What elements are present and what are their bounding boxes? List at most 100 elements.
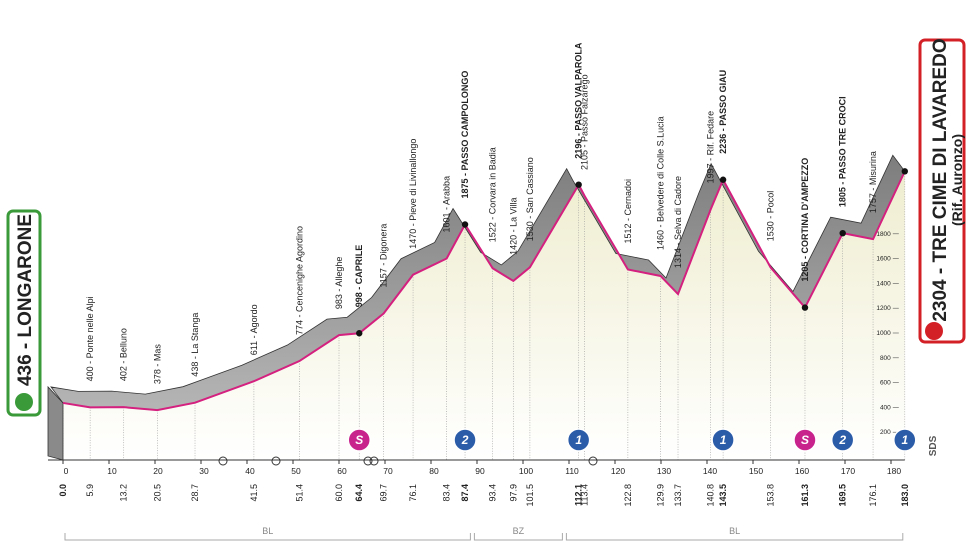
summit-dot <box>575 181 582 188</box>
y-tick-label: 1400 <box>876 280 891 287</box>
km-label: 69.7 <box>379 484 389 502</box>
waypoint-label: 1512 - Cernadoi <box>623 179 633 244</box>
x-tick-label: 40 <box>245 466 255 476</box>
x-tick-label: 120 <box>611 466 625 476</box>
waypoint-label: 1470 - Pieve di Livinallongo <box>408 139 418 249</box>
summit-dot <box>719 176 727 183</box>
sprint-icon <box>218 456 228 466</box>
summit-dot <box>901 168 908 175</box>
km-label: 133.7 <box>673 484 683 507</box>
climb-marker-label: 1 <box>901 433 908 447</box>
x-tick-label: 20 <box>153 466 163 476</box>
waypoint-label: 983 - Alleghe <box>334 257 344 310</box>
climb-marker-label: 2 <box>461 433 469 447</box>
sprint-icon <box>363 456 373 466</box>
x-tick-label: 140 <box>703 466 717 476</box>
finish-icon <box>925 322 943 340</box>
km-label: 183.0 <box>900 484 910 507</box>
logo: SDS <box>928 435 939 456</box>
waypoint-label: 1314 - Selva di Cadore <box>673 176 683 268</box>
y-tick-label: 400 <box>880 404 891 411</box>
climb-marker <box>453 428 477 452</box>
km-label: 113.4 <box>580 484 590 506</box>
km-label: 153.8 <box>765 484 775 507</box>
km-label: 169.5 <box>838 484 848 507</box>
x-tick-label: 50 <box>291 466 301 476</box>
km-label: 76.1 <box>408 484 418 502</box>
summit-dot <box>801 304 809 311</box>
x-tick-label: 0 <box>64 466 69 476</box>
finish-note: (Rif. Auronzo) <box>949 134 965 226</box>
climb-marker-label: 1 <box>720 433 727 447</box>
x-tick-label: 60 <box>337 466 347 476</box>
km-label: 20.5 <box>152 484 162 502</box>
x-tick-label: 100 <box>519 466 533 476</box>
waypoint-label: 378 - Mas <box>152 344 162 385</box>
waypoint-label: 1420 - La Villa <box>508 198 518 255</box>
km-label: 87.4 <box>460 484 470 502</box>
start-box <box>6 209 42 417</box>
start-label: 436 - LONGARONE <box>15 214 36 386</box>
waypoint-label: 402 - Belluno <box>119 328 129 381</box>
area-layer <box>63 171 905 460</box>
waypoint-label: 1522 - Corvara in Badia <box>488 147 498 242</box>
region-label: BL <box>262 526 273 536</box>
climb-marker <box>830 428 855 452</box>
waypoint-label: 1530 - San Cassiano <box>525 157 535 241</box>
y-tick-label: 600 <box>880 380 891 387</box>
km-label: 0.0 <box>58 484 68 497</box>
sprint-icon <box>588 456 598 466</box>
km-label: 41.5 <box>249 484 259 502</box>
x-tick-label: 160 <box>795 466 809 476</box>
summit-dot <box>356 330 363 337</box>
km-label: 112.1 <box>574 484 584 506</box>
waypoint-label: 1530 - Pocol <box>765 191 775 242</box>
km-label: 60.0 <box>334 484 344 502</box>
waypoint-label: 1757 - Misurina <box>868 151 878 213</box>
summit-dot <box>839 229 846 237</box>
waypoint-label: 1460 - Belvedere di Colle S.Lucia <box>656 116 666 250</box>
y-tick-label: 1000 <box>876 330 891 337</box>
x-tick-label: 170 <box>841 466 855 476</box>
x-tick-label: 70 <box>383 466 393 476</box>
waypoint-label: 1805 - PASSO TRE CROCI <box>838 96 848 207</box>
x-tick-label: 180 <box>887 466 901 476</box>
km-label: 93.4 <box>488 484 498 502</box>
x-tick-label: 110 <box>565 466 579 476</box>
climb-marker <box>793 428 817 452</box>
region-label: BZ <box>513 526 525 536</box>
y-tick-label: 1200 <box>876 305 891 312</box>
sprint-icon <box>369 456 379 466</box>
waypoint-label: 774 - Cencenighe Agordino <box>294 226 304 335</box>
waypoint-label: 1875 - PASSO CAMPOLONGO <box>460 71 470 199</box>
waypoint-label: 1157 - Digonera <box>379 224 389 288</box>
km-label: 101.5 <box>525 484 535 507</box>
climb-marker <box>347 428 371 452</box>
x-tick-label: 30 <box>199 466 209 476</box>
climb-marker <box>566 428 591 452</box>
km-label: 176.1 <box>868 484 878 507</box>
climb-marker <box>893 428 917 452</box>
km-label: 140.8 <box>706 484 716 507</box>
finish-box <box>918 38 966 344</box>
x-tick-label: 130 <box>657 466 671 476</box>
climb-marker-label: S <box>355 433 363 447</box>
x-tick-label: 80 <box>429 466 439 476</box>
waypoint-label: 400 - Ponte nelle Alpi <box>85 296 95 381</box>
waypoint-label: 2236 - PASSO GIAU <box>718 70 728 154</box>
km-label: 28.7 <box>190 484 200 502</box>
climb-marker-label: 1 <box>575 433 582 447</box>
km-label: 5.9 <box>85 484 95 497</box>
km-label: 161.3 <box>800 484 810 507</box>
region-bracket <box>64 533 471 541</box>
y-tick-label: 1600 <box>876 256 891 263</box>
km-label: 64.4 <box>354 484 364 502</box>
x-tick-label: 90 <box>475 466 485 476</box>
climb-marker-label: 2 <box>838 433 846 447</box>
finish-label: 2304 - TRE CIME DI LAVAREDO <box>930 38 951 321</box>
region-label: BL <box>729 526 740 536</box>
start-icon <box>15 393 33 411</box>
waypoint-label: 1997 - Rif. Fedare <box>706 111 716 184</box>
profile-fill <box>63 171 905 460</box>
